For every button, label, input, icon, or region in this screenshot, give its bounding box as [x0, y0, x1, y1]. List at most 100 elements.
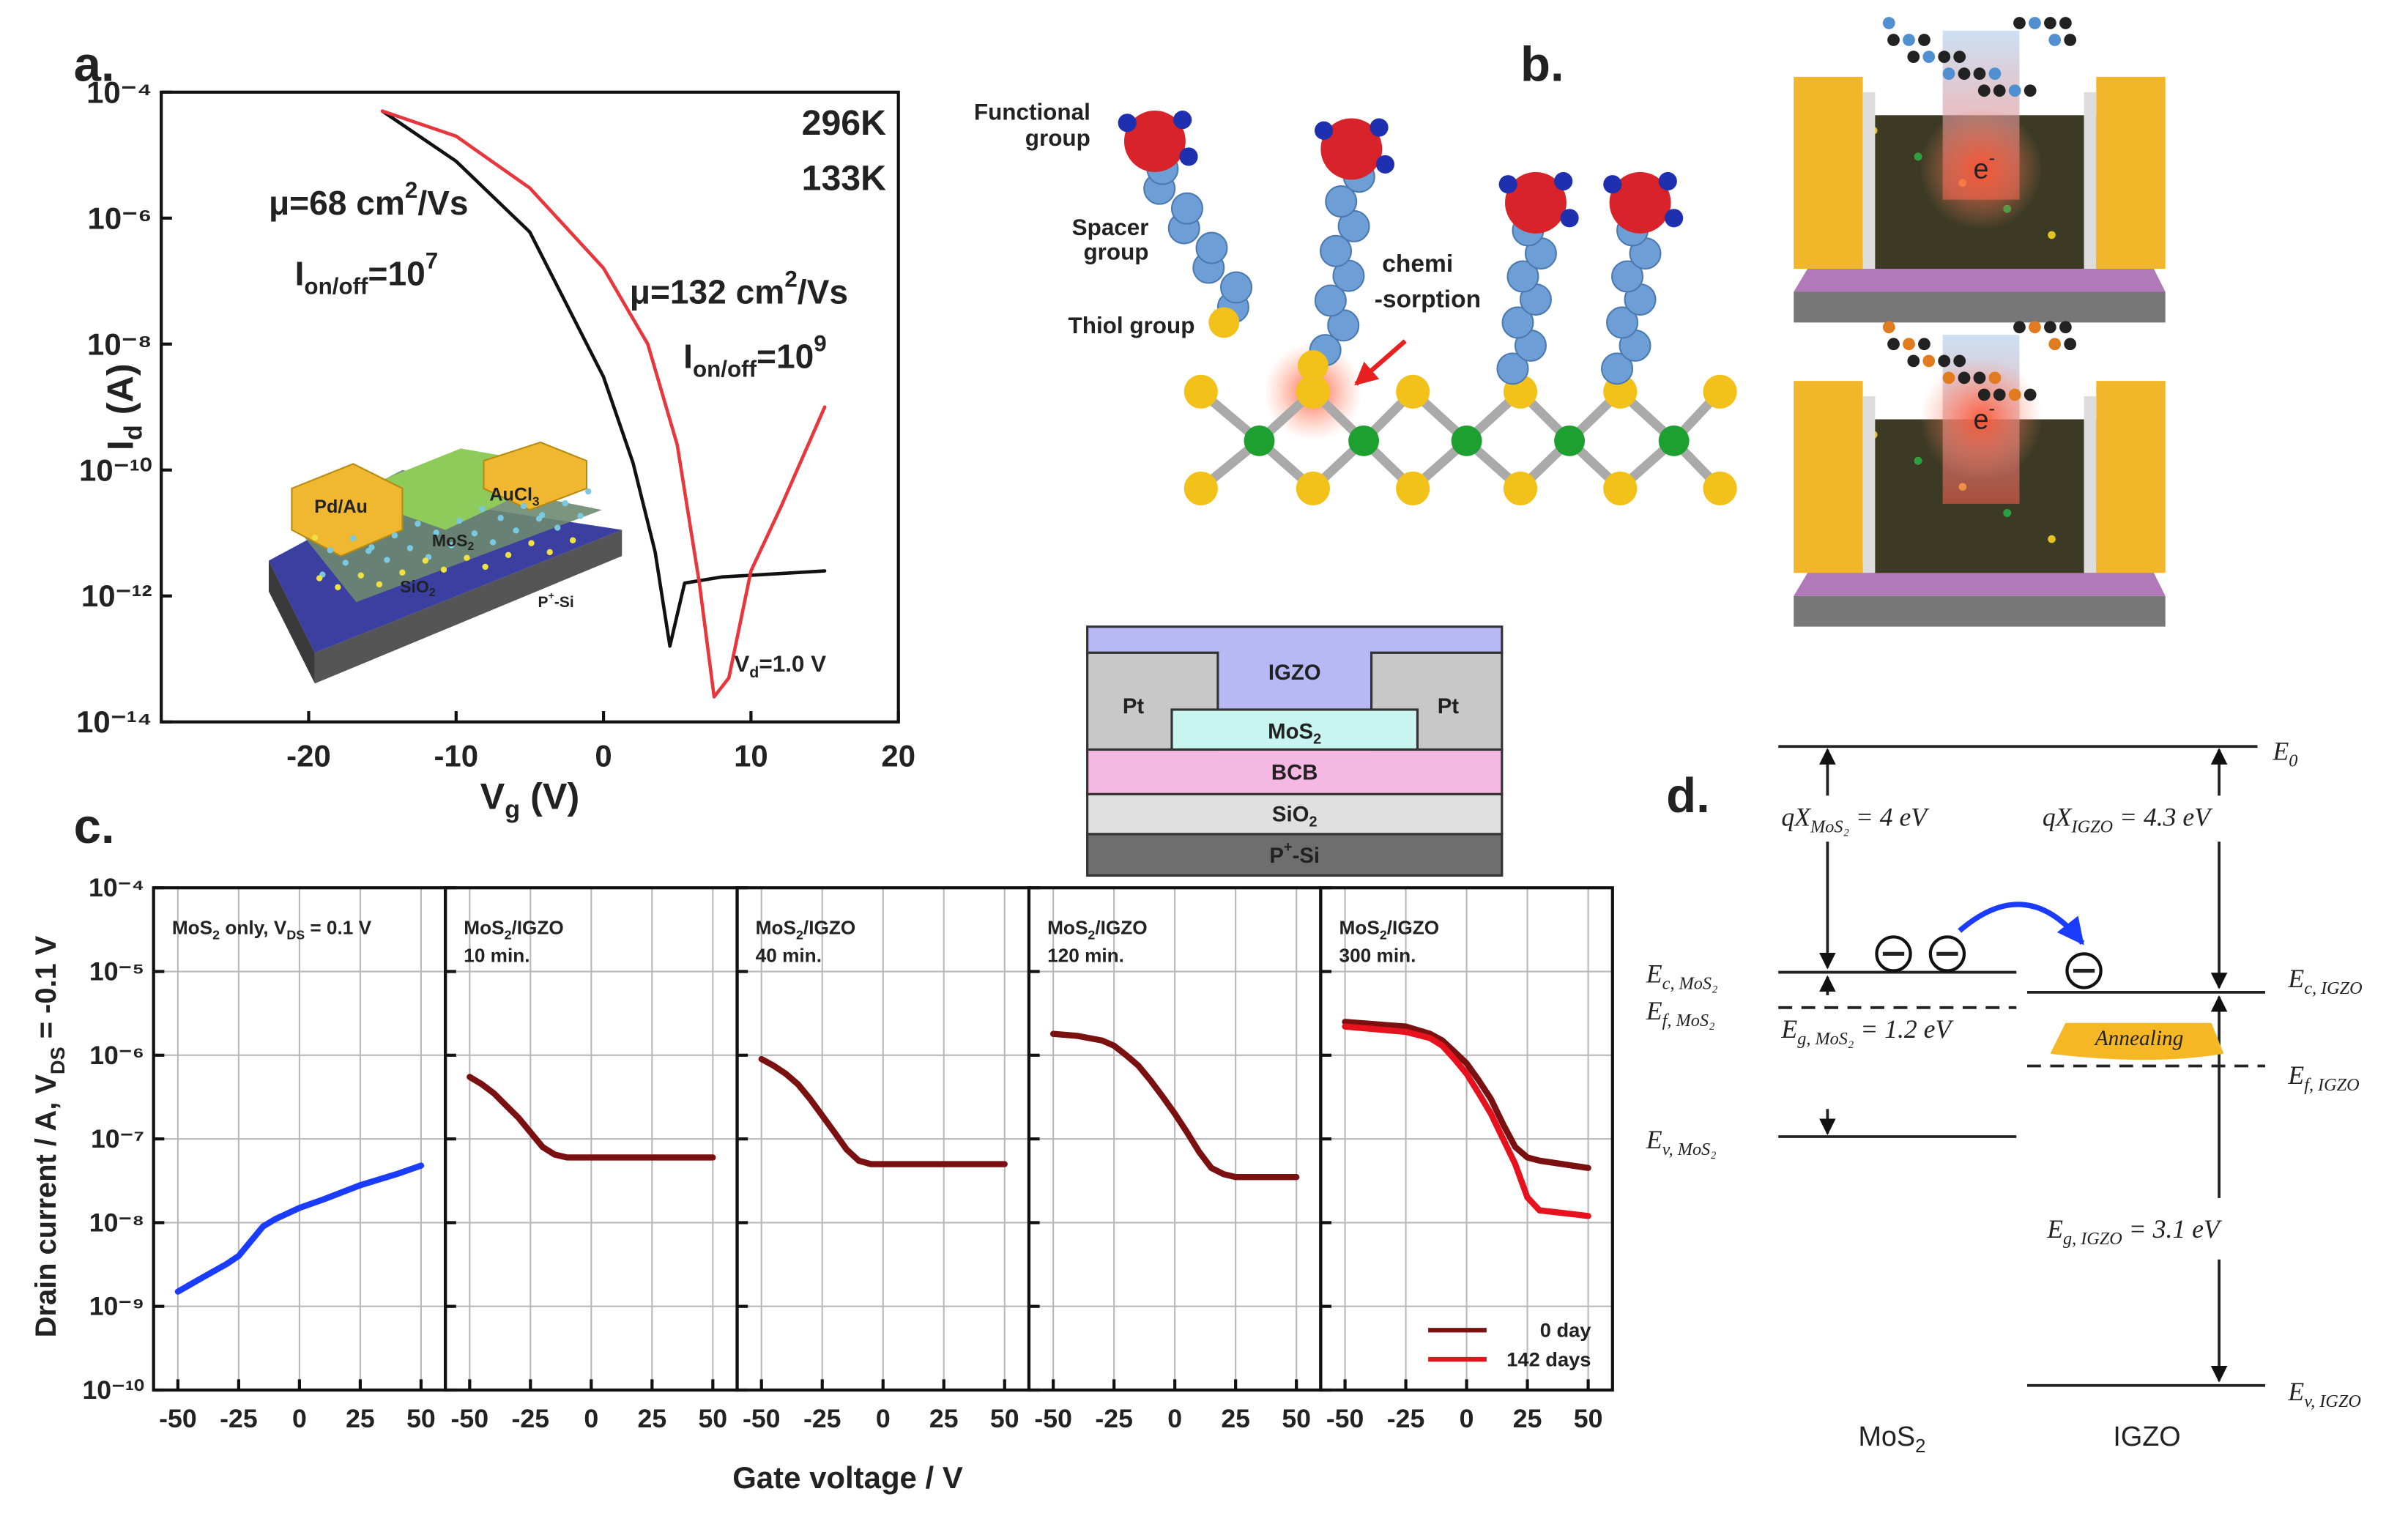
molecule-atom — [1953, 354, 1966, 368]
x-axis-label: Gate voltage / V — [732, 1460, 963, 1495]
contact-right — [2096, 76, 2166, 270]
thiol — [1208, 307, 1240, 338]
text-segment: e — [1973, 154, 1988, 185]
contact-left — [1794, 76, 1863, 270]
subplot-title: MoS2/IGZO — [464, 917, 564, 943]
x-tick-label: -25 — [512, 1404, 550, 1433]
device-3d: e- — [1794, 321, 2166, 627]
text-segment: f, MoS₂ — [1662, 1011, 1715, 1030]
text-segment: g — [505, 795, 520, 823]
text-segment: IGZO — [2071, 817, 2114, 837]
annotation: μ=132 cm2/Vs — [630, 266, 848, 311]
molecule-atom — [1977, 84, 1991, 97]
molecule-atom — [1938, 51, 1951, 63]
base — [1794, 595, 2166, 627]
s-atom — [1603, 471, 1638, 505]
subplot-title: MoS2/IGZO — [756, 917, 856, 943]
lattice-atom — [2003, 509, 2011, 517]
atom — [335, 584, 341, 590]
data-line — [1049, 1030, 1300, 1181]
atom — [350, 535, 357, 542]
text-segment: /Vs — [798, 272, 848, 311]
atom — [406, 545, 414, 551]
text-segment: I — [683, 338, 693, 376]
text-segment: c, IGZO — [2304, 978, 2362, 998]
text-segment: AuCl — [489, 484, 532, 505]
text-segment: E — [1780, 1014, 1797, 1044]
text-segment: - — [1988, 149, 1995, 169]
atom — [554, 524, 561, 531]
atom — [399, 569, 406, 576]
molecule-atom — [2029, 321, 2041, 334]
legend-entry: 296K — [802, 103, 886, 143]
y-tick-label: 10⁻¹⁴ — [76, 705, 152, 739]
electron-label: e- — [1973, 399, 1995, 435]
molecule-atom — [2059, 321, 2072, 334]
text-segment: 9 — [814, 331, 826, 357]
layer — [1086, 792, 1504, 836]
text-segment: MoS — [464, 917, 504, 939]
mo-atom — [1244, 425, 1275, 456]
text-segment: g, IGZO — [2063, 1229, 2122, 1249]
molecule-atom — [1973, 67, 1986, 81]
material-label: IGZO — [2113, 1421, 2180, 1452]
band-label: Ev, IGZO — [2287, 1377, 2360, 1411]
text-segment: MoS — [1339, 917, 1380, 939]
molecule-atom — [2008, 388, 2021, 401]
atom — [433, 530, 439, 536]
text-segment: /IGZO — [1095, 917, 1147, 939]
x-tick-label: 50 — [1282, 1404, 1311, 1433]
text-segment: d — [120, 425, 148, 440]
band-label: qXMoS₂ = 4 eV — [1781, 803, 1930, 837]
molecule-atom — [1907, 354, 1920, 368]
y-tick-label: 10⁻⁸ — [87, 327, 152, 361]
lattice-atom — [1914, 152, 1922, 161]
text-segment: MoS — [1268, 719, 1313, 743]
s-atom — [1183, 471, 1218, 505]
panel-label: a. — [74, 37, 115, 92]
y-tick-label: 10⁻⁶ — [89, 1041, 144, 1070]
atom — [422, 557, 429, 564]
layer-label: Pt — [1438, 694, 1460, 718]
base — [1794, 291, 2166, 323]
atom — [471, 530, 478, 537]
molecule-atom — [2059, 17, 2072, 29]
carbon — [1506, 260, 1539, 293]
contact-left — [291, 463, 404, 557]
text-segment: V — [734, 651, 749, 677]
x-tick-label: -50 — [451, 1404, 489, 1433]
text-segment: g, MoS₂ — [1797, 1029, 1854, 1049]
molecule-atom — [1918, 34, 1931, 46]
x-tick-label: 0 — [1460, 1404, 1474, 1433]
text-segment: SiO — [1272, 802, 1309, 826]
molecule-atom — [2013, 321, 2026, 334]
text-segment: d — [749, 664, 759, 681]
text-segment: 7 — [426, 248, 438, 273]
y-axis-label: Drain current / A, VDS = -0.1 V — [30, 935, 69, 1337]
carbon — [1314, 284, 1347, 317]
head-atom — [1560, 209, 1579, 228]
text-segment: v, IGZO — [2304, 1391, 2361, 1411]
atom — [584, 488, 592, 495]
x-tick-label: 0 — [292, 1404, 307, 1433]
atom — [456, 517, 463, 524]
molecule-atom — [2064, 34, 2077, 46]
x-tick-label: 20 — [881, 738, 915, 773]
text-segment: V — [480, 775, 505, 817]
band-label: Ef, IGZO — [2287, 1060, 2359, 1095]
text-segment: /IGZO — [512, 917, 564, 939]
layer-label: BCB — [1271, 760, 1318, 784]
y-tick-label: 10⁻⁴ — [86, 75, 152, 109]
text-segment: /Vs — [417, 184, 468, 222]
text-segment: = -0.1 V — [30, 935, 62, 1047]
annotation: Ion/off=107 — [295, 248, 439, 299]
x-tick-label: -50 — [1034, 1404, 1072, 1433]
label: chemi — [1382, 250, 1453, 278]
glow — [1920, 357, 2043, 481]
x-tick-label: 0 — [1167, 1404, 1182, 1433]
text-segment: 2 — [1915, 1436, 1925, 1457]
y-axis-label: Id (A) — [99, 363, 147, 450]
text-segment: 2 — [1313, 731, 1321, 747]
